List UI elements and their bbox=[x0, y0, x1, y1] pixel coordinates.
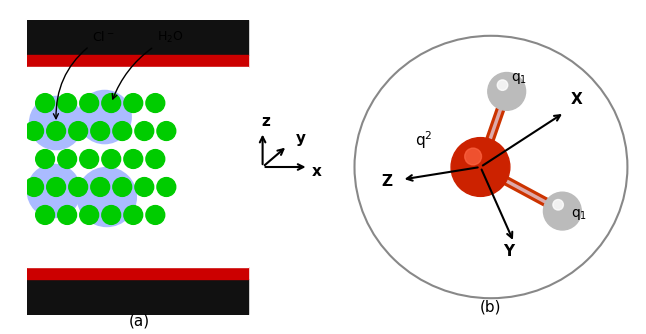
Circle shape bbox=[68, 178, 88, 196]
Circle shape bbox=[79, 205, 99, 224]
Circle shape bbox=[553, 199, 563, 210]
Circle shape bbox=[464, 148, 481, 165]
Circle shape bbox=[146, 150, 165, 168]
Circle shape bbox=[30, 97, 83, 150]
Circle shape bbox=[157, 178, 176, 196]
Circle shape bbox=[124, 205, 143, 224]
Circle shape bbox=[124, 150, 143, 168]
Text: z: z bbox=[261, 114, 270, 129]
Circle shape bbox=[36, 94, 54, 113]
Text: X: X bbox=[570, 92, 583, 107]
Circle shape bbox=[135, 178, 154, 196]
Text: H$_2$O: H$_2$O bbox=[112, 30, 183, 99]
Circle shape bbox=[57, 94, 76, 113]
Circle shape bbox=[36, 150, 54, 168]
Circle shape bbox=[47, 122, 65, 140]
Text: y: y bbox=[296, 131, 306, 146]
Circle shape bbox=[68, 122, 88, 140]
Circle shape bbox=[497, 80, 508, 91]
Text: q$_1$: q$_1$ bbox=[511, 71, 527, 86]
Text: q$^2$: q$^2$ bbox=[415, 129, 433, 151]
Circle shape bbox=[57, 150, 76, 168]
Circle shape bbox=[79, 150, 99, 168]
Circle shape bbox=[25, 122, 43, 140]
Text: (a): (a) bbox=[129, 314, 150, 329]
Circle shape bbox=[488, 72, 526, 110]
Circle shape bbox=[91, 122, 110, 140]
Text: x: x bbox=[311, 164, 321, 179]
Circle shape bbox=[451, 138, 510, 196]
Text: (b): (b) bbox=[480, 300, 502, 315]
Circle shape bbox=[102, 150, 121, 168]
Circle shape bbox=[113, 122, 132, 140]
Circle shape bbox=[146, 94, 165, 113]
Circle shape bbox=[102, 205, 121, 224]
Circle shape bbox=[25, 178, 43, 196]
Circle shape bbox=[146, 205, 165, 224]
Circle shape bbox=[113, 178, 132, 196]
Circle shape bbox=[157, 122, 176, 140]
Circle shape bbox=[124, 94, 143, 113]
Circle shape bbox=[57, 205, 76, 224]
Circle shape bbox=[102, 94, 121, 113]
Text: Cl$^-$: Cl$^-$ bbox=[54, 30, 114, 119]
Circle shape bbox=[28, 165, 80, 217]
Text: Y: Y bbox=[503, 244, 515, 259]
Text: q$_1$: q$_1$ bbox=[570, 207, 587, 222]
Circle shape bbox=[135, 122, 154, 140]
Text: Z: Z bbox=[382, 174, 393, 189]
Circle shape bbox=[79, 94, 99, 113]
Circle shape bbox=[36, 205, 54, 224]
Circle shape bbox=[47, 178, 65, 196]
Circle shape bbox=[91, 178, 110, 196]
Circle shape bbox=[78, 91, 131, 144]
Circle shape bbox=[543, 192, 581, 230]
Circle shape bbox=[78, 168, 136, 226]
